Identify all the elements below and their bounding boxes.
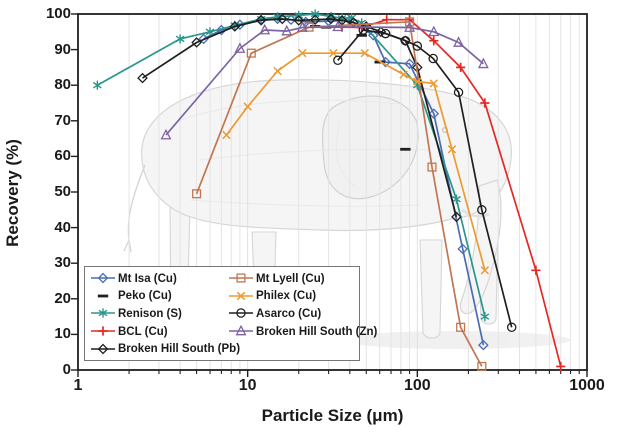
legend-item-broken-hill-south-zn: Broken Hill South (Zn) (227, 323, 377, 341)
y-tick-label: 40 (54, 218, 71, 236)
legend-marker-diamond-icon (91, 272, 115, 284)
x-axis-title: Particle Size (μm) (261, 406, 404, 425)
legend-item-peko-cu: Peko (Cu) (89, 288, 227, 306)
x-tick-label: 1 (73, 377, 83, 394)
legend-item-mt-lyell-cu: Mt Lyell (Cu) (227, 270, 377, 288)
y-tick-label: 90 (54, 40, 71, 58)
y-tick-label: 10 (54, 325, 71, 343)
legend-label: Mt Lyell (Cu) (256, 272, 325, 285)
legend-label: Philex (Cu) (256, 290, 317, 303)
legend-marker-asterisk-icon (91, 308, 115, 319)
y-tick-label: 80 (54, 76, 71, 94)
legend-box: Mt Isa (Cu) Peko (Cu) Renison (S) BCL (Cu) B… (84, 266, 377, 361)
y-axis-title: Recovery (%) (3, 139, 22, 247)
legend-item-broken-hill-south-pb: Broken Hill South (Pb) (89, 340, 240, 358)
axis-ticks (71, 13, 588, 377)
y-tick-label: 50 (54, 183, 71, 200)
legend-item-asarco-cu: Asarco (Cu) (227, 305, 377, 323)
legend-marker-dash-icon (97, 294, 109, 298)
legend-item-philex-cu: Philex (Cu) (227, 288, 377, 306)
y-tick-label: 20 (54, 289, 71, 307)
legend-marker-plus-icon (91, 326, 115, 336)
plot-series (92, 9, 566, 372)
legend-marker-triangle-icon (229, 325, 253, 336)
legend-label: BCL (Cu) (118, 325, 168, 338)
series-markers-philex-cu (222, 48, 490, 275)
y-tick-label: 100 (45, 5, 71, 22)
legend-item-bcl-cu: BCL (Cu) (89, 323, 227, 341)
legend-marker-diamond-icon (91, 343, 115, 354)
legend-item-mt-isa-cu: Mt Isa (Cu) (89, 270, 227, 288)
y-tick-label: 0 (62, 361, 71, 378)
legend-label: Mt Isa (Cu) (118, 272, 177, 285)
legend-label: Peko (Cu) (118, 290, 172, 303)
series-line-broken-hill-south-zn (165, 25, 484, 136)
legend-marker-square-icon (229, 273, 253, 283)
legend-label: Broken Hill South (Pb) (118, 343, 241, 356)
series-line-asarco-cu (337, 29, 513, 328)
legend-label: Asarco (Cu) (256, 307, 322, 320)
x-tick-label: 10 (238, 377, 257, 394)
legend-label: Broken Hill South (Zn) (256, 325, 378, 338)
series-markers-broken-hill-south-zn (160, 20, 489, 140)
y-tick-label: 60 (54, 147, 71, 165)
series-markers-asarco-cu (333, 25, 517, 333)
legend-marker-circle-icon (229, 308, 253, 319)
x-tick-label: 1000 (569, 377, 605, 394)
x-tick-label: 100 (403, 377, 431, 394)
legend-marker-x-icon (229, 291, 253, 301)
y-tick-label: 70 (54, 111, 71, 129)
legend-item-renison-s: Renison (S) (89, 305, 227, 323)
series-markers-mt-lyell-cu (192, 17, 487, 371)
y-tick-label: 30 (54, 254, 71, 272)
legend-label: Renison (S) (118, 307, 182, 320)
